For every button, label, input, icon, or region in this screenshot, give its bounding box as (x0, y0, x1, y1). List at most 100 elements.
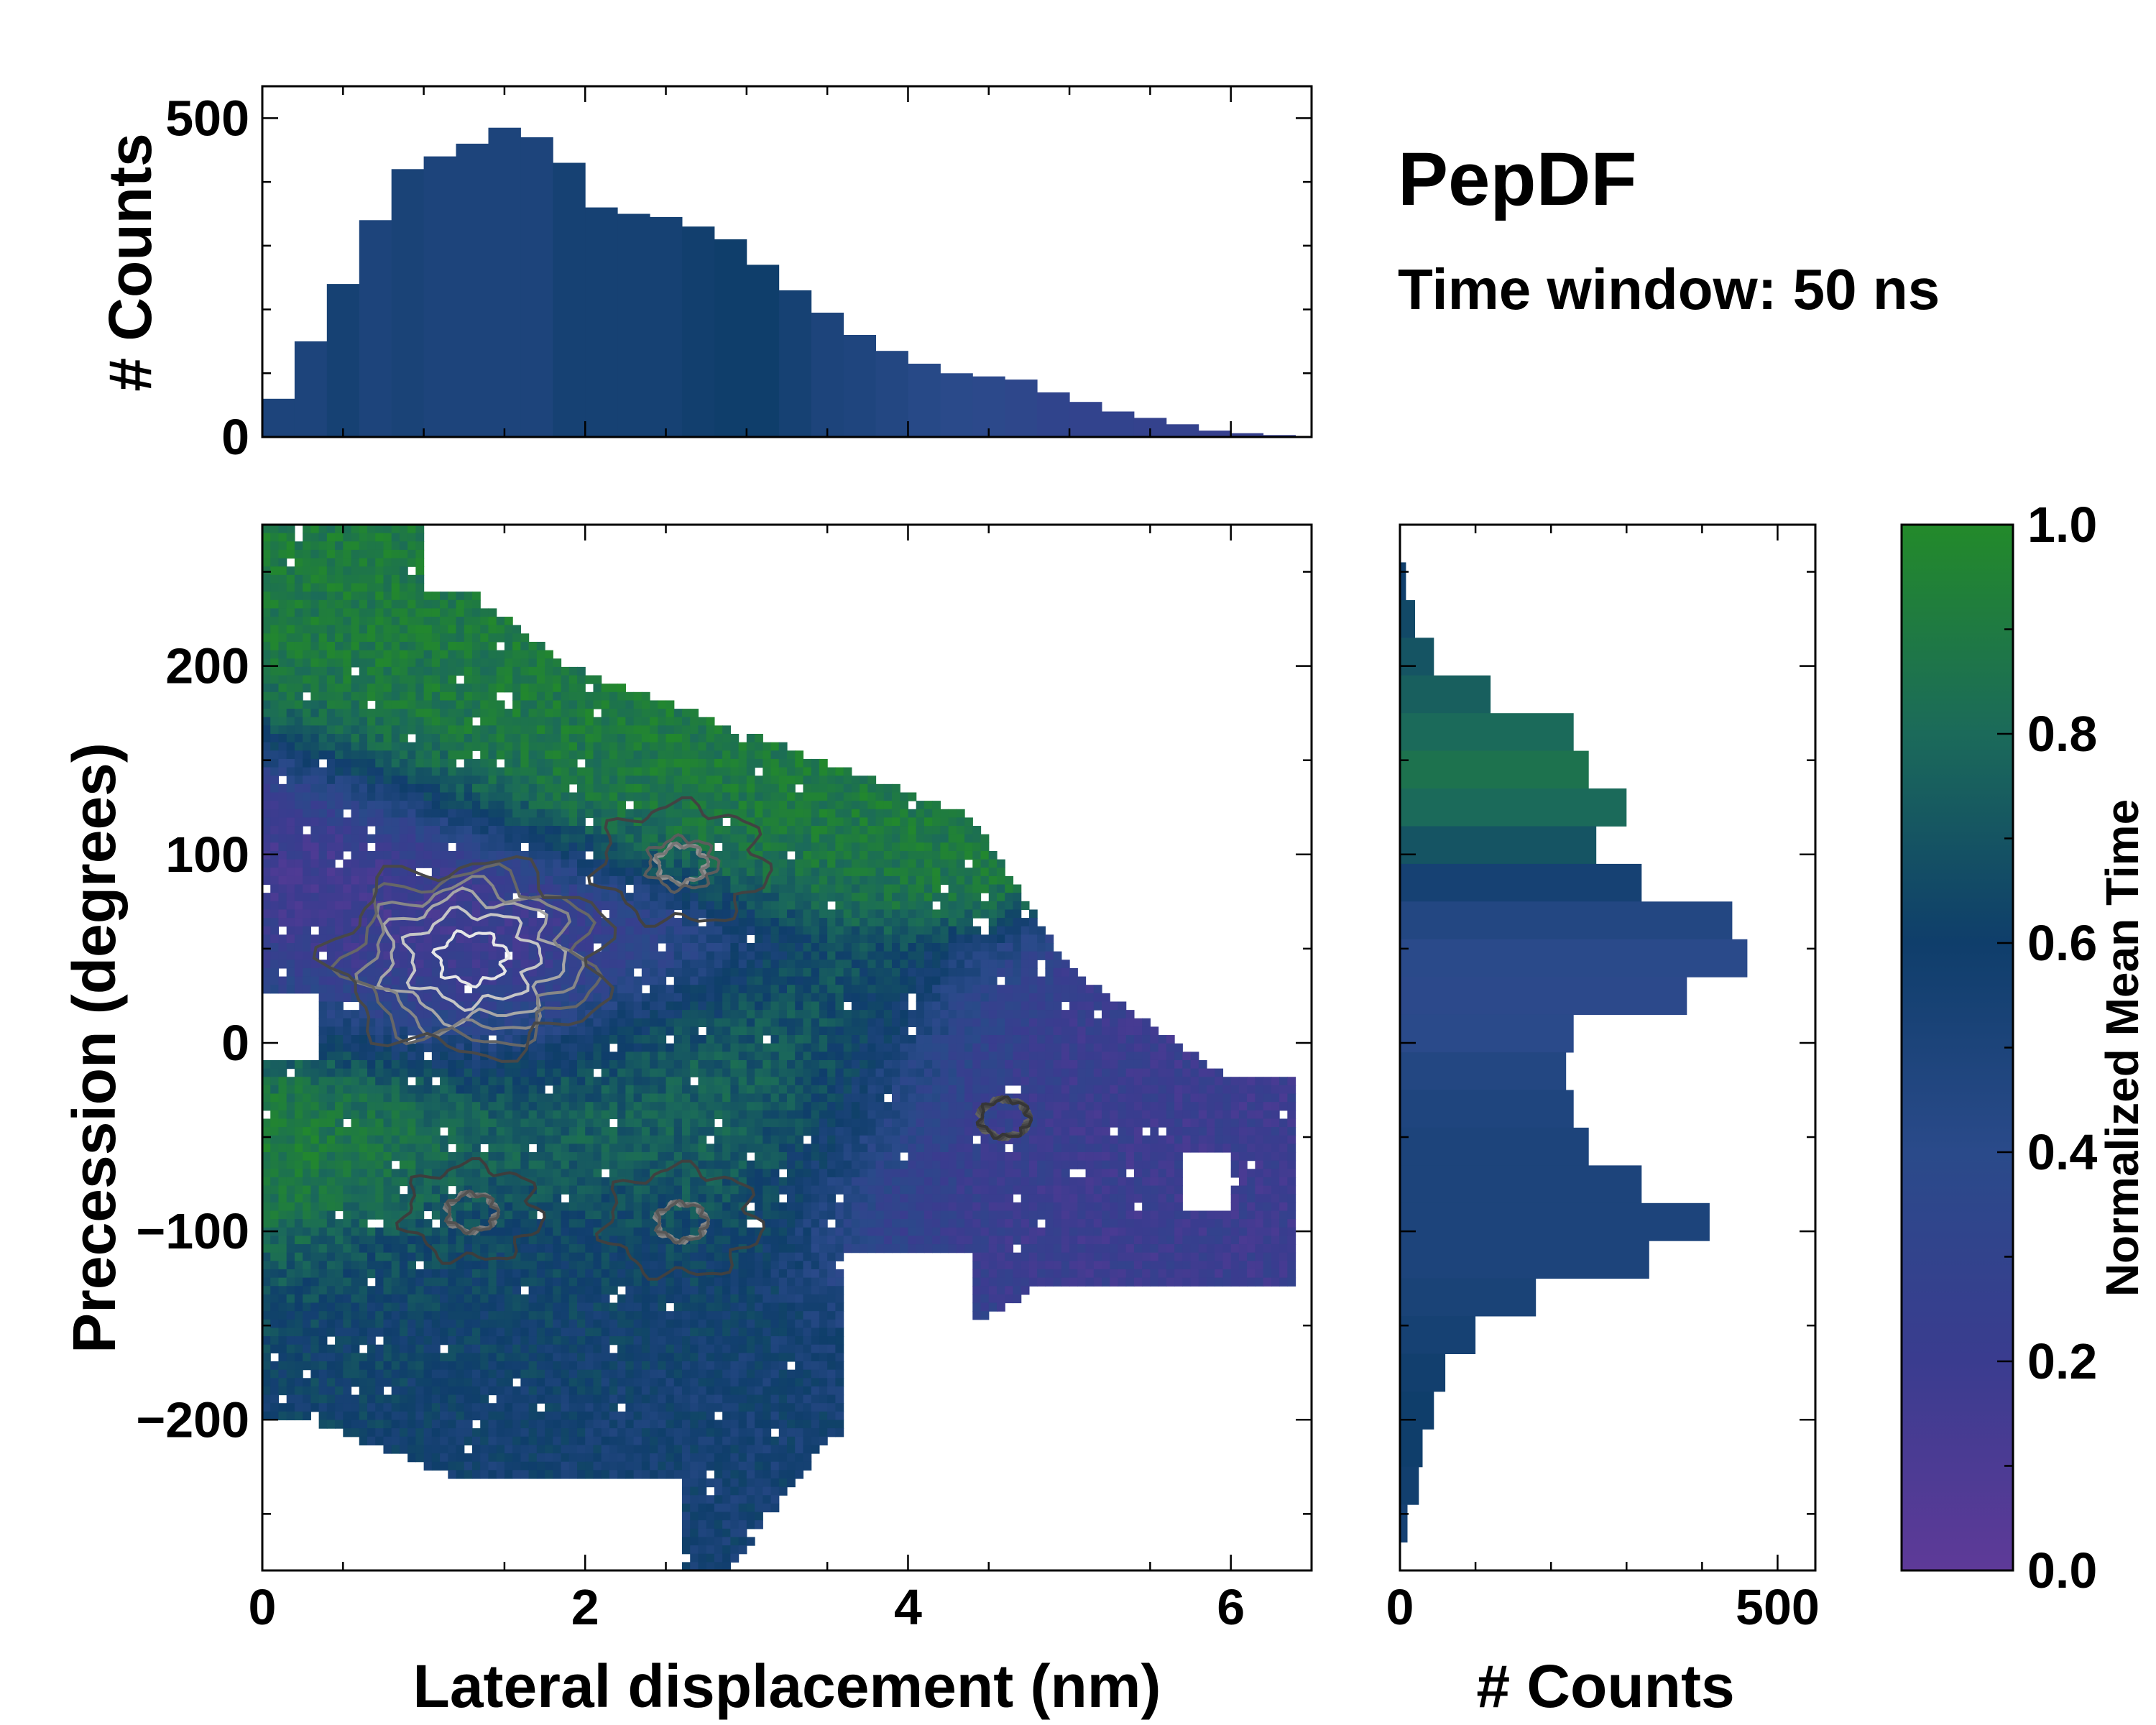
heatmap-cell (270, 1160, 280, 1169)
heatmap-cell (318, 1026, 328, 1036)
heatmap-cell (658, 1344, 667, 1353)
heatmap-cell (577, 960, 586, 969)
heatmap-cell (335, 783, 344, 794)
heatmap-cell (625, 1035, 635, 1044)
heatmap-cell (278, 1311, 287, 1320)
heatmap-cell (593, 1369, 602, 1379)
heatmap-cell (561, 709, 570, 718)
heatmap-cell (464, 1194, 473, 1203)
heatmap-cell (593, 1077, 602, 1086)
heatmap-cell (650, 976, 658, 985)
heatmap-cell (561, 700, 570, 709)
heatmap-cell (609, 859, 618, 868)
heatmap-cell (553, 1144, 562, 1153)
heatmap-cell (480, 1269, 489, 1279)
heatmap-cell (351, 1369, 360, 1379)
heatmap-cell (609, 1461, 618, 1471)
heatmap-cell (448, 967, 457, 978)
heatmap-cell (448, 985, 457, 994)
heatmap-cell (553, 1118, 562, 1128)
heatmap-cell (407, 574, 416, 584)
heatmap-cell (448, 666, 457, 676)
heatmap-cell (512, 967, 521, 978)
heatmap-cell (440, 868, 448, 877)
heatmap-cell (351, 1227, 360, 1236)
heatmap-cell (528, 1294, 538, 1304)
heatmap-cell (407, 1436, 416, 1445)
heatmap-cell (359, 608, 368, 617)
heatmap-cell (351, 943, 360, 952)
heatmap-cell (488, 926, 497, 935)
heatmap-cell (303, 776, 311, 785)
heatmap-cell (383, 1059, 392, 1070)
heatmap-cell (504, 850, 513, 860)
heatmap-cell (617, 1185, 626, 1195)
heatmap-cell (335, 1043, 344, 1052)
heatmap-cell (512, 1302, 521, 1312)
heatmap-cell (391, 1169, 400, 1178)
heatmap-cell (262, 967, 271, 978)
heatmap-cell (553, 1436, 562, 1445)
heatmap-cell (650, 993, 658, 1003)
heatmap-cell (335, 1085, 344, 1095)
heatmap-cell (593, 960, 602, 969)
heatmap-cell (391, 1127, 400, 1136)
heatmap-cell (359, 1302, 368, 1312)
heatmap-cell (294, 1403, 303, 1412)
heatmap-cell (520, 1010, 530, 1019)
heatmap-cell (472, 960, 481, 969)
heatmap-cell (536, 1102, 545, 1111)
heatmap-cell (472, 599, 481, 609)
heatmap-cell (399, 1018, 408, 1027)
heatmap-cell (496, 985, 505, 994)
heatmap-cell (326, 801, 336, 810)
heatmap-cell (326, 834, 336, 843)
heatmap-cell (609, 1127, 618, 1136)
heatmap-cell (375, 1244, 384, 1254)
heatmap-cell (303, 1353, 311, 1362)
heatmap-cell (536, 1068, 545, 1077)
heatmap-cell (407, 700, 416, 709)
heatmap-cell (464, 1102, 473, 1111)
heatmap-cell (318, 967, 328, 978)
heatmap-cell (568, 1461, 578, 1471)
heatmap-cell (609, 709, 618, 718)
heatmap-cell (520, 1244, 530, 1254)
heatmap-cell (423, 1236, 433, 1245)
heatmap-cell (536, 817, 545, 827)
heatmap-cell (496, 617, 505, 626)
heatmap-cell (536, 875, 545, 886)
heatmap-cell (472, 1319, 481, 1329)
heatmap-cell (464, 1160, 473, 1169)
heatmap-cell (448, 859, 457, 868)
heatmap-cell (415, 625, 425, 634)
heatmap-cell (326, 1369, 336, 1379)
heatmap-cell (504, 801, 513, 810)
heatmap-cell (351, 1411, 360, 1421)
heatmap-cell (423, 909, 433, 919)
heatmap-cell (456, 1118, 465, 1128)
heatmap-cell (383, 700, 392, 709)
heatmap-cell (633, 691, 642, 702)
heatmap-cell (270, 767, 280, 776)
heatmap-cell (335, 1236, 344, 1245)
heatmap-cell (536, 750, 545, 760)
heatmap-cell (609, 783, 618, 794)
heatmap-cell (262, 850, 271, 860)
heatmap-cell (480, 1026, 489, 1036)
heatmap-cell (641, 1445, 650, 1454)
heatmap-cell (488, 717, 497, 726)
heatmap-cell (504, 1059, 513, 1070)
heatmap-cell (456, 1311, 465, 1320)
heatmap-cell (286, 976, 295, 985)
heatmap-cell (456, 1436, 465, 1445)
heatmap-cell (512, 1085, 521, 1095)
heatmap-cell (383, 1043, 392, 1052)
heatmap-cell (262, 617, 271, 626)
heatmap-cell (545, 658, 553, 668)
heatmap-cell (303, 1068, 311, 1077)
heatmap-cell (415, 566, 425, 576)
heatmap-cell (650, 1127, 658, 1136)
heatmap-cell (553, 1302, 562, 1312)
heatmap-cell (423, 1403, 433, 1412)
